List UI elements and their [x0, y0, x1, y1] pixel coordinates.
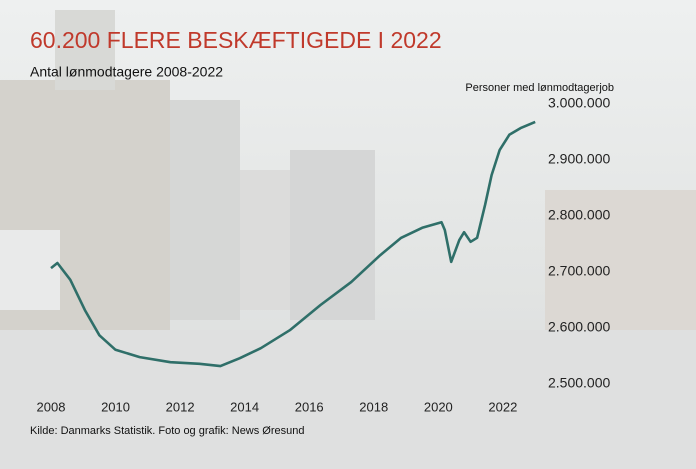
- x-tick-label: 2016: [295, 399, 324, 414]
- source-note: Kilde: Danmarks Statistik. Foto og grafi…: [30, 425, 305, 437]
- x-tick-label: 2010: [101, 399, 130, 414]
- x-tick-label: 2012: [166, 399, 195, 414]
- x-tick-label: 2020: [424, 399, 453, 414]
- y-tick-label: 2.600.000: [548, 319, 610, 335]
- chart-title: 60.200 FLERE BESKÆFTIGEDE I 2022: [30, 27, 442, 53]
- x-tick-label: 2022: [488, 399, 517, 414]
- y-axis-title: Personer med lønmodtagerjob: [465, 82, 614, 94]
- x-tick-label: 2018: [359, 399, 388, 414]
- y-tick-label: 2.900.000: [548, 151, 610, 167]
- data-line: [50, 120, 536, 368]
- chart-subtitle: Antal lønmodtagere 2008-2022: [30, 64, 223, 80]
- x-tick-label: 2014: [230, 399, 259, 414]
- y-tick-label: 2.700.000: [548, 263, 610, 279]
- y-tick-label: 2.500.000: [548, 375, 610, 391]
- y-tick-label: 3.000.000: [548, 95, 610, 111]
- y-tick-label: 2.800.000: [548, 207, 610, 223]
- x-tick-label: 2008: [37, 399, 66, 414]
